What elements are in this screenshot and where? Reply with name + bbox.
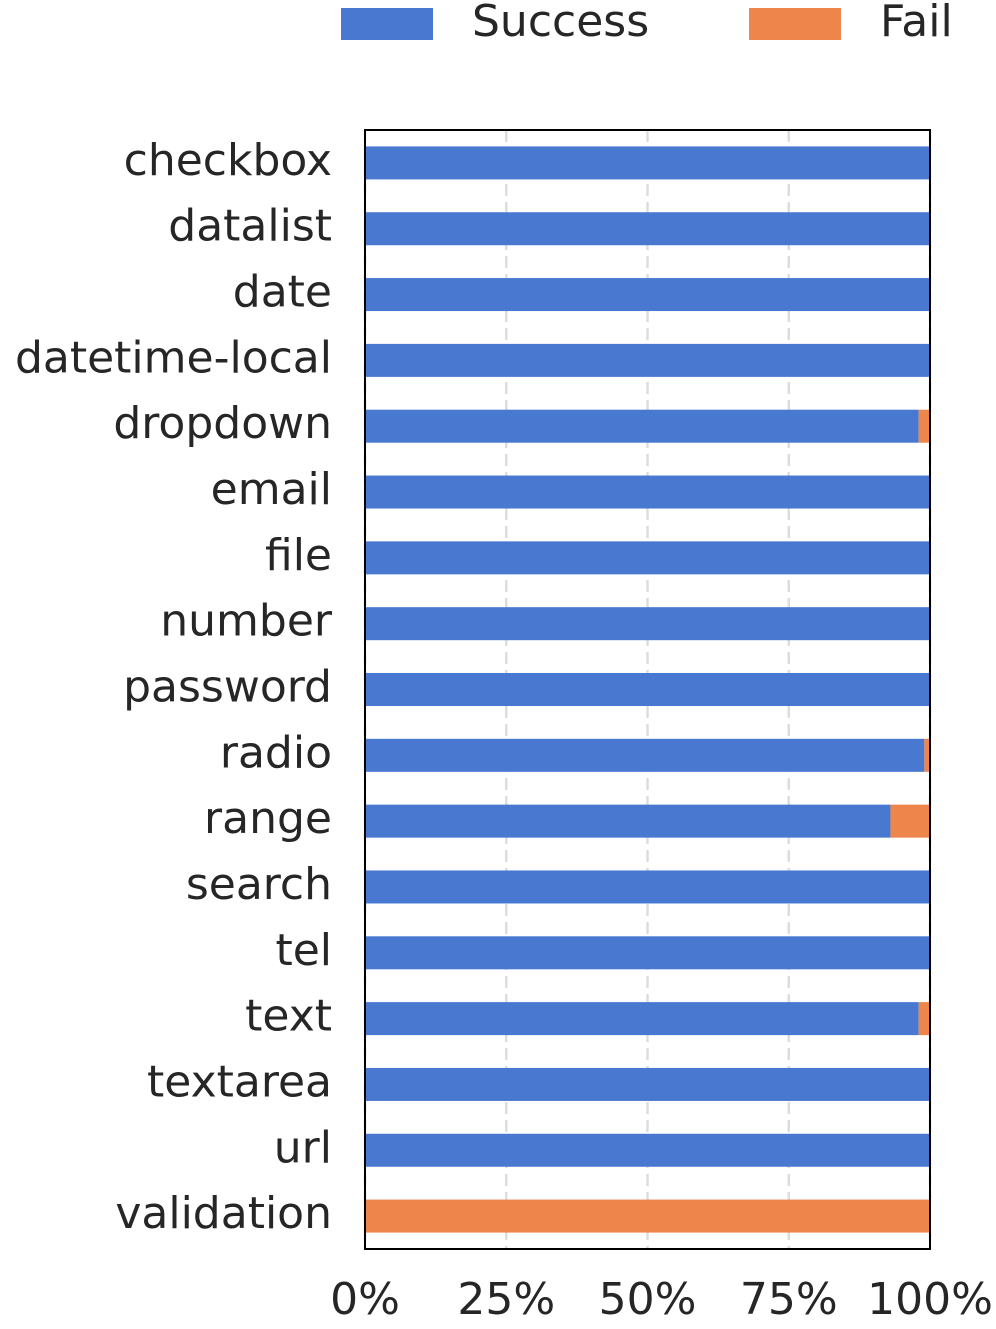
x-tick-label: 25%	[457, 1274, 555, 1325]
bar-segment	[365, 212, 930, 246]
y-tick-label: range	[204, 793, 332, 844]
y-tick-label: number	[160, 596, 333, 647]
x-tick-label: 75%	[740, 1274, 838, 1325]
bar-segment	[924, 738, 930, 772]
bar-segment	[365, 673, 930, 706]
y-tick-label: url	[274, 1122, 332, 1173]
bar-segment	[365, 278, 930, 312]
bar-segment	[918, 1002, 930, 1036]
bar-segment	[365, 541, 930, 575]
bar-segment	[365, 409, 919, 443]
bar-segment	[365, 475, 930, 509]
y-tick-label: textarea	[147, 1056, 332, 1107]
y-tick-label: email	[211, 464, 332, 515]
bar-segment	[365, 1133, 930, 1167]
y-tick-label: dropdown	[113, 398, 332, 449]
bar-segment	[365, 607, 930, 641]
legend-label: Success	[472, 0, 649, 47]
bar-segment	[890, 804, 930, 838]
bar-segment	[365, 1067, 930, 1101]
legend-swatch	[341, 8, 433, 40]
bar-segment	[365, 146, 930, 180]
y-tick-label: tel	[275, 925, 332, 976]
x-tick-label: 50%	[599, 1274, 697, 1325]
bar-segment	[365, 1199, 930, 1233]
y-tick-label: validation	[115, 1188, 332, 1239]
y-tick-label: datetime-local	[15, 332, 332, 383]
y-tick-label: text	[245, 991, 332, 1042]
x-tick-label: 100%	[867, 1274, 993, 1325]
y-tick-label: search	[186, 859, 332, 910]
y-tick-label: checkbox	[124, 135, 332, 186]
legend-swatch	[749, 8, 841, 40]
bar-segment	[365, 804, 891, 838]
y-tick-label: date	[233, 267, 332, 318]
x-tick-label: 0%	[330, 1274, 400, 1325]
y-tick-label: file	[265, 530, 332, 581]
bar-segment	[365, 738, 925, 772]
legend-label: Fail	[880, 0, 953, 47]
bar-segment	[365, 343, 930, 377]
bar-segment	[365, 936, 930, 970]
bar-segment	[918, 409, 930, 443]
bar-segment	[365, 1002, 919, 1036]
bar-segment	[365, 870, 930, 904]
y-tick-label: password	[123, 662, 332, 713]
plot-frame	[364, 129, 931, 1250]
y-tick-label: radio	[220, 727, 332, 778]
y-tick-label: datalist	[168, 201, 332, 252]
